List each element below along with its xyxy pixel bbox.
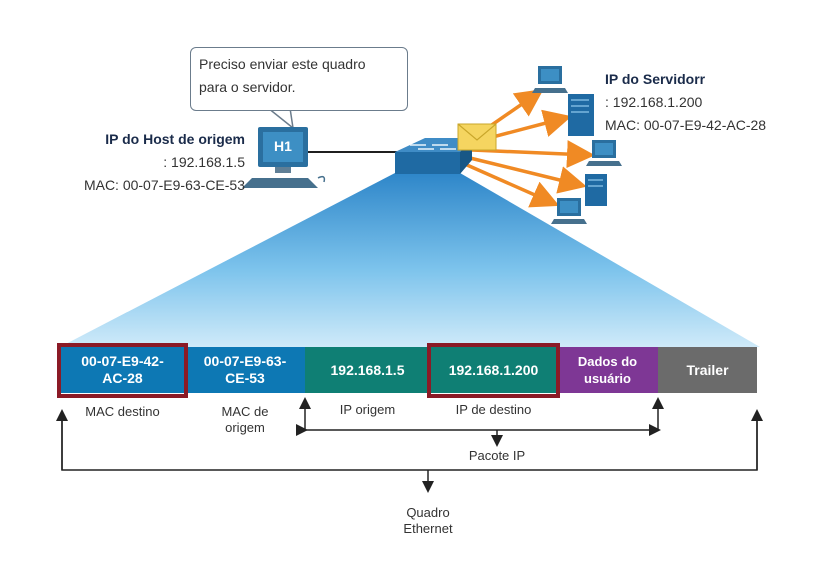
host-mac: MAC: 00-07-E9-63-CE-53 <box>83 177 245 193</box>
highlight-mac-destination <box>57 343 188 398</box>
label-ethernet-frame: Quadro Ethernet <box>378 505 478 537</box>
bubble-pointer <box>265 107 295 130</box>
data-line-1: Dados do <box>577 354 638 369</box>
mac-src-line-1: 00-07-E9-63- <box>203 353 287 369</box>
bubble-line-2: para o servidor. <box>199 79 296 95</box>
server-ip: : 192.168.1.200 <box>605 94 703 110</box>
server-icon-1 <box>568 94 594 136</box>
highlight-ip-destination <box>427 343 560 398</box>
remote-pc-icon-1 <box>532 66 568 93</box>
remote-pc-icon-2 <box>586 140 622 166</box>
label-ip-destination: IP de destino <box>455 402 532 417</box>
mac-dest-line-2: AC-28 <box>102 370 143 386</box>
host-info: IP do Host de origem : 192.168.1.5 MAC: … <box>40 128 245 197</box>
host-computer-icon <box>242 127 326 188</box>
server-mac: MAC: 00-07-E9-42-AC-28 <box>605 117 767 133</box>
field-user-data: Dados do usuário <box>557 347 658 393</box>
host-title: IP do Host de origem <box>105 131 245 147</box>
packet-bracket <box>296 397 664 447</box>
server-title: IP do Servidorr <box>605 71 706 87</box>
label-ip-source: IP origem <box>339 402 396 417</box>
speech-bubble: Preciso enviar este quadro para o servid… <box>190 47 408 111</box>
server-info: IP do Servidorr : 192.168.1.200 MAC: 00-… <box>605 68 815 137</box>
server-icon-2 <box>585 174 607 206</box>
frame-bracket <box>56 409 763 493</box>
data-line-2: usuário <box>584 371 631 386</box>
zoom-cone <box>60 173 760 347</box>
label-mac-source-line-1: MAC de <box>221 404 269 419</box>
field-ip-source: 192.168.1.5 <box>305 347 430 393</box>
label-frame-line-1: Quadro <box>406 505 450 520</box>
host-icon-label: H1 <box>274 138 292 154</box>
field-trailer: Trailer <box>658 347 757 393</box>
label-packet-ip: Pacote IP <box>468 448 526 463</box>
remote-pc-icon-3 <box>551 198 587 224</box>
label-mac-source: MAC de origem <box>185 404 305 436</box>
envelope-icon <box>457 123 497 151</box>
mac-src-line-2: CE-53 <box>225 370 265 386</box>
host-ip: : 192.168.1.5 <box>163 154 245 170</box>
bubble-line-1: Preciso enviar este quadro <box>199 56 366 72</box>
label-mac-destination: MAC destino <box>85 404 160 419</box>
mac-dest-line-1: 00-07-E9-42- <box>81 353 164 369</box>
field-mac-destination: 00-07-E9-42- AC-28 <box>60 347 185 393</box>
field-mac-source: 00-07-E9-63- CE-53 <box>185 347 305 393</box>
field-ip-destination: 192.168.1.200 <box>430 347 557 393</box>
label-mac-source-line-2: origem <box>225 420 265 435</box>
label-frame-line-2: Ethernet <box>403 521 453 536</box>
